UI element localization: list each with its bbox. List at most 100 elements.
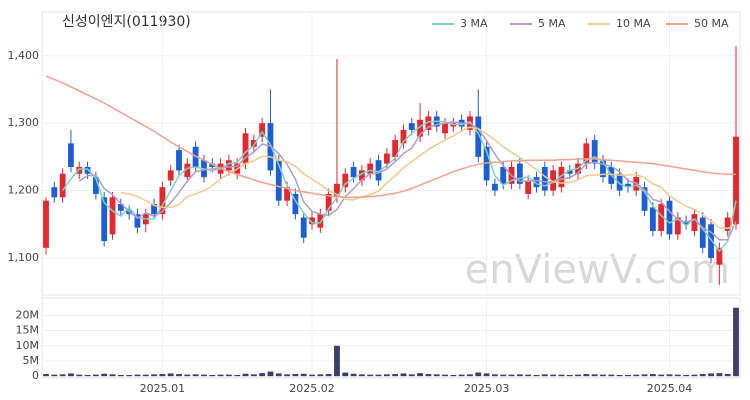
volume-bar [201, 374, 207, 377]
candle-body [275, 160, 282, 201]
candle-body [724, 217, 731, 231]
volume-bar [300, 373, 307, 377]
y-tick-label: 5M [23, 354, 40, 367]
volume-bar [591, 374, 598, 377]
candle-body [51, 187, 58, 198]
candle-body [475, 116, 482, 157]
candle-body [250, 140, 257, 147]
candle-body [334, 183, 340, 198]
volume-bar [633, 374, 640, 377]
candle-body [566, 170, 573, 174]
candle-body [600, 160, 606, 178]
volume-bar [51, 374, 58, 377]
volume-bar [275, 373, 282, 377]
volume-bar [126, 374, 133, 377]
volume-bar [284, 374, 290, 377]
candle-body [533, 177, 540, 188]
candle-body [225, 160, 232, 171]
candle-body [76, 166, 83, 174]
volume-bar [525, 374, 532, 377]
candle-body [408, 123, 415, 130]
volume-bar [242, 373, 249, 377]
candle-body [92, 177, 99, 194]
volume-bar [550, 374, 557, 377]
candle-body [616, 173, 623, 191]
volume-bar [566, 374, 573, 377]
candle-body [101, 197, 108, 242]
candle-body [126, 210, 133, 215]
candle-body [516, 163, 523, 184]
volume-bar [666, 374, 673, 377]
volume-bar [117, 374, 124, 377]
y-tick-label: 0 [32, 369, 39, 382]
candle-body [317, 214, 324, 228]
candle-body [708, 224, 714, 258]
candle-body [691, 214, 698, 231]
volume-bar [400, 373, 407, 377]
volume-bar [367, 374, 374, 377]
y-tick-label: 10M [16, 339, 40, 352]
volume-bar [724, 374, 731, 377]
candle-body [350, 166, 357, 178]
volume-bar [558, 374, 565, 377]
candle-body [658, 204, 665, 231]
volume-bar [716, 373, 723, 377]
candle-body [167, 170, 174, 181]
volume-bar [674, 374, 681, 377]
volume-bar [209, 374, 216, 377]
volume-bar [259, 373, 266, 377]
candle-body [583, 143, 590, 164]
volume-bar [68, 373, 74, 377]
candle-body [525, 180, 532, 194]
x-tick-label: 2025.03 [464, 382, 510, 395]
volume-bar [159, 374, 166, 377]
candle-body [550, 170, 557, 191]
candle-body [641, 187, 648, 211]
volume-bar [342, 372, 349, 377]
volume-bar [358, 374, 365, 377]
candle-body [591, 140, 598, 164]
volume-bar [708, 373, 714, 377]
volume-bar [658, 374, 665, 377]
volume-bar [250, 374, 257, 377]
ma-line [78, 121, 737, 241]
volume-bar [608, 374, 615, 377]
candle-body [699, 217, 706, 248]
volume-bar [516, 374, 523, 377]
ma-line [61, 120, 737, 253]
candle-body [400, 129, 407, 144]
candle-body [425, 116, 432, 130]
candle-body [176, 150, 182, 171]
volume-bar [234, 374, 241, 377]
candle-body [666, 200, 673, 235]
volume-bar [508, 374, 515, 377]
volume-bar [101, 373, 108, 377]
candle-body [159, 187, 166, 215]
volume-bar [392, 374, 399, 377]
candle-body [442, 123, 448, 134]
candle-body [541, 166, 548, 191]
volume-bar [192, 374, 199, 377]
legend-label: 10 MA [616, 17, 651, 30]
chart-title: 신성이엔지(011930) [62, 14, 191, 30]
volume-bar [683, 374, 690, 377]
volume-bar [334, 345, 340, 377]
volume-bar [625, 374, 631, 377]
candle-body [375, 160, 382, 181]
candle-body [209, 163, 216, 167]
volume-bar [475, 372, 482, 377]
candle-body [342, 173, 349, 188]
volume-bar [691, 374, 698, 377]
volume-panel [41, 297, 741, 379]
volume-bar [309, 374, 315, 377]
candle-body [309, 217, 315, 225]
volume-bar [417, 373, 424, 377]
volume-bar [84, 374, 91, 377]
candle-body [492, 183, 498, 191]
y-tick-label: 1,200 [8, 184, 40, 197]
volume-bar [616, 374, 623, 377]
volume-bar [375, 374, 382, 377]
volume-bar [292, 374, 299, 377]
volume-bar [43, 374, 49, 377]
volume-bar [59, 374, 66, 377]
